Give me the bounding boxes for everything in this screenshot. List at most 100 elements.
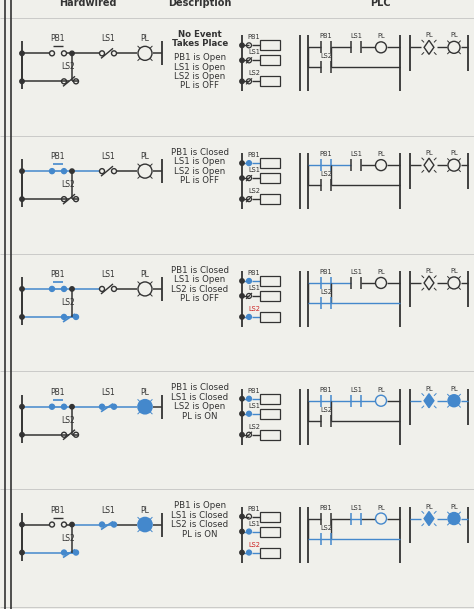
Text: LS1: LS1 (350, 33, 362, 40)
Circle shape (73, 314, 79, 320)
Text: PB1: PB1 (51, 505, 65, 515)
Text: PL is ON: PL is ON (182, 412, 218, 421)
Circle shape (20, 523, 24, 527)
Text: PL: PL (141, 34, 149, 43)
Circle shape (246, 396, 252, 401)
Text: LS2 is Closed: LS2 is Closed (172, 284, 228, 294)
Bar (260, 158, 280, 168)
Circle shape (20, 404, 24, 409)
Circle shape (20, 287, 24, 291)
Text: Hardwired: Hardwired (59, 0, 117, 8)
Text: LS2: LS2 (320, 407, 332, 413)
Circle shape (20, 51, 24, 55)
Text: PB1: PB1 (319, 387, 332, 393)
Text: PLC: PLC (370, 0, 390, 8)
Bar (260, 394, 280, 404)
Circle shape (448, 513, 460, 524)
Circle shape (49, 286, 55, 292)
Text: PL: PL (425, 268, 433, 274)
Text: LS1: LS1 (350, 269, 362, 275)
Text: LS1 is Open: LS1 is Open (174, 275, 226, 284)
Circle shape (246, 411, 252, 416)
Text: PB1: PB1 (248, 34, 260, 40)
Circle shape (240, 529, 244, 533)
Bar (260, 409, 280, 419)
Text: LS2: LS2 (320, 524, 332, 530)
Bar (260, 547, 280, 558)
Circle shape (20, 169, 24, 174)
Text: PB1: PB1 (319, 504, 332, 510)
Text: PL: PL (141, 388, 149, 396)
Text: PB1 is Open: PB1 is Open (174, 53, 226, 62)
Circle shape (111, 522, 117, 527)
Text: LS1: LS1 (350, 387, 362, 393)
Circle shape (70, 404, 74, 409)
Circle shape (240, 43, 244, 48)
Bar (260, 512, 280, 521)
Bar (260, 76, 280, 86)
Text: PL: PL (141, 505, 149, 515)
Text: PL: PL (450, 268, 458, 274)
Text: PL: PL (141, 152, 149, 161)
Text: LS2: LS2 (320, 289, 332, 295)
Text: LS2: LS2 (61, 298, 75, 307)
Text: LS1: LS1 (350, 151, 362, 157)
Circle shape (246, 529, 252, 534)
Text: PL is OFF: PL is OFF (181, 176, 219, 185)
Text: PB1: PB1 (51, 34, 65, 43)
Text: LS1: LS1 (101, 388, 115, 396)
Circle shape (240, 176, 244, 180)
Text: LS2: LS2 (61, 180, 75, 189)
Bar (260, 173, 280, 183)
Text: PB1: PB1 (51, 270, 65, 279)
Text: LS2 is Closed: LS2 is Closed (172, 520, 228, 529)
Text: LS1: LS1 (101, 34, 115, 43)
Circle shape (70, 51, 74, 55)
Text: LS2: LS2 (248, 424, 260, 430)
Circle shape (20, 315, 24, 319)
Circle shape (240, 294, 244, 298)
Text: PL is OFF: PL is OFF (181, 294, 219, 303)
Text: LS1: LS1 (248, 403, 260, 409)
Circle shape (246, 161, 252, 166)
Text: PL: PL (377, 269, 385, 275)
Circle shape (138, 518, 152, 532)
Circle shape (62, 286, 66, 292)
Circle shape (70, 287, 74, 291)
Text: PB1: PB1 (319, 33, 332, 40)
Text: LS1: LS1 (350, 504, 362, 510)
Circle shape (20, 79, 24, 83)
Circle shape (246, 278, 252, 283)
Text: PL: PL (425, 504, 433, 510)
Text: PL: PL (450, 150, 458, 156)
Bar (260, 291, 280, 301)
Bar (260, 276, 280, 286)
Text: PB1: PB1 (51, 152, 65, 161)
Bar (260, 40, 280, 51)
Text: PL: PL (450, 385, 458, 392)
Text: PL: PL (425, 150, 433, 156)
Text: PL: PL (425, 32, 433, 38)
Text: PL: PL (141, 270, 149, 279)
Text: LS1: LS1 (101, 152, 115, 161)
Text: LS1: LS1 (248, 285, 260, 291)
Text: LS1: LS1 (101, 505, 115, 515)
Circle shape (20, 432, 24, 437)
Text: PL: PL (377, 33, 385, 40)
Text: PB1: PB1 (51, 388, 65, 396)
Text: LS1 is Closed: LS1 is Closed (172, 511, 228, 519)
Text: PB1 is Closed: PB1 is Closed (171, 266, 229, 275)
Circle shape (73, 550, 79, 555)
Polygon shape (424, 512, 434, 526)
Circle shape (240, 58, 244, 63)
Circle shape (100, 522, 104, 527)
Text: LS1: LS1 (248, 167, 260, 173)
Text: LS2: LS2 (61, 416, 75, 424)
Text: LS1 is Open: LS1 is Open (174, 63, 226, 71)
Text: PL: PL (377, 504, 385, 510)
Text: LS1: LS1 (248, 521, 260, 527)
Text: LS2: LS2 (248, 541, 260, 547)
Circle shape (49, 404, 55, 409)
Circle shape (240, 197, 244, 202)
Circle shape (62, 404, 66, 409)
